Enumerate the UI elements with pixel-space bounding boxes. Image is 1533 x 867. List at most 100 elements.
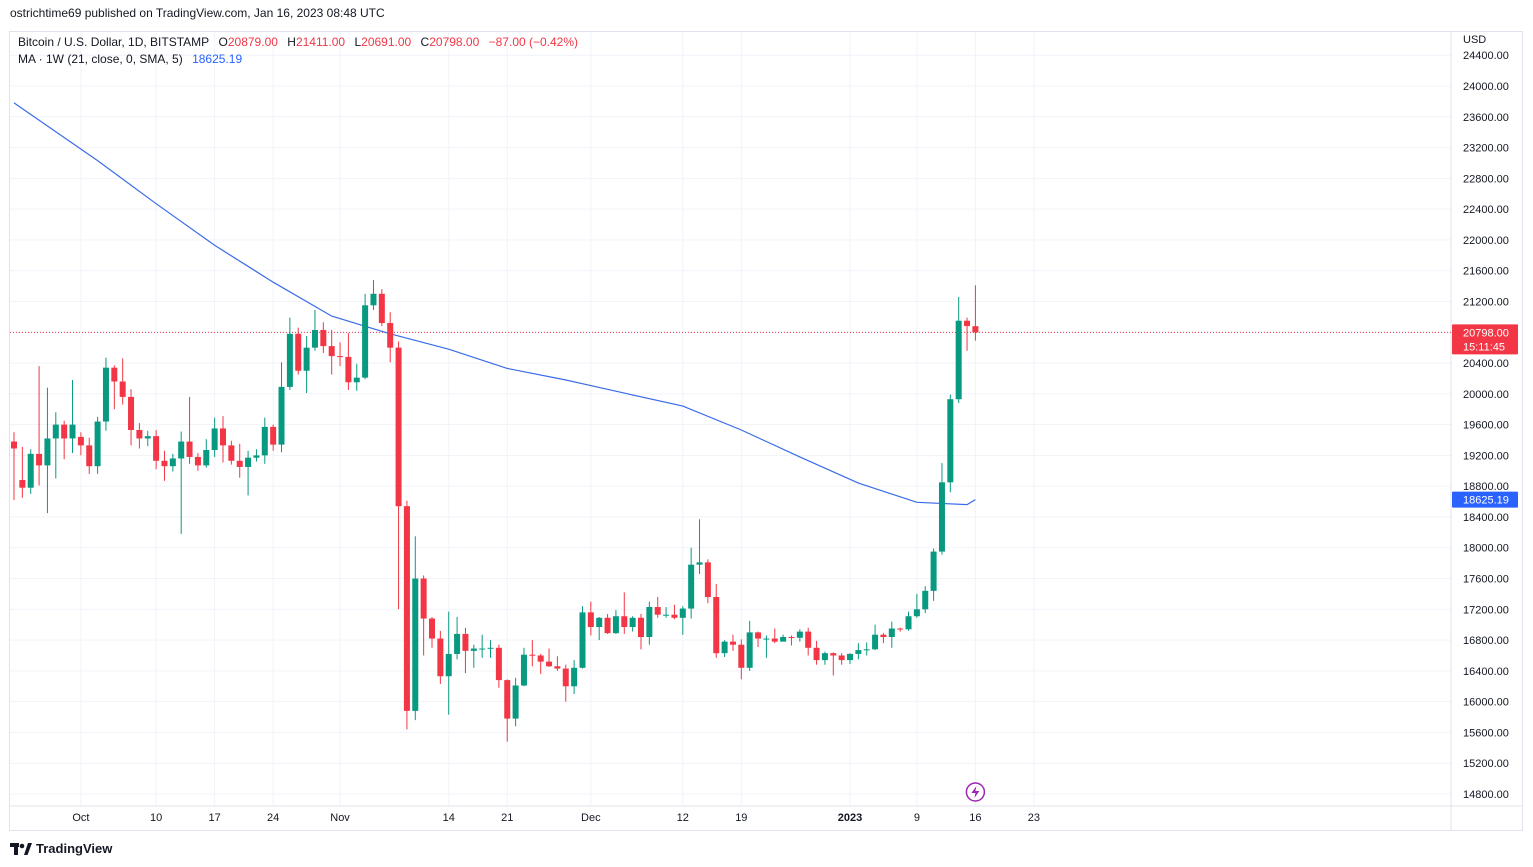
candle-body <box>52 424 59 439</box>
candle-body <box>554 666 561 669</box>
x-tick-label: 21 <box>501 812 513 824</box>
candle-body <box>855 650 862 654</box>
y-tick-label: 16000.00 <box>1463 697 1509 709</box>
candle-body <box>44 438 51 466</box>
candle-body <box>738 644 745 668</box>
tradingview-brand[interactable]: TradingView <box>10 841 112 856</box>
x-tick-label: 16 <box>969 812 981 824</box>
candle-body <box>838 655 845 661</box>
candle-body <box>128 396 135 430</box>
x-tick-label: Dec <box>581 812 601 824</box>
ma-price-badge: 18625.19 <box>1452 491 1518 508</box>
y-tick-label: 16800.00 <box>1463 635 1509 647</box>
candle-body <box>77 436 84 446</box>
published-caption: ostrichtime69 published on TradingView.c… <box>10 6 385 20</box>
currency-label: USD <box>1463 34 1487 46</box>
close-label: C <box>420 35 430 49</box>
candle-body <box>470 648 477 651</box>
candle-body <box>261 426 268 456</box>
candle-body <box>345 356 352 383</box>
candle-body <box>320 329 327 347</box>
candle-body <box>236 460 243 467</box>
y-tick-label: 21600.00 <box>1463 266 1509 278</box>
candle-body <box>830 653 837 656</box>
candle-body <box>211 428 218 451</box>
candle-body <box>86 445 93 467</box>
candle-body <box>412 578 419 711</box>
candle-body <box>537 655 544 662</box>
y-tick-label: 16400.00 <box>1463 666 1509 678</box>
ma-value: 18625.19 <box>192 52 243 66</box>
candle-body <box>604 617 611 634</box>
open-value: 20879.00 <box>227 35 278 49</box>
candle-body <box>905 616 912 630</box>
candle-body <box>512 685 519 719</box>
candle-body <box>796 631 803 638</box>
candle-body <box>704 562 711 597</box>
candle-body <box>788 637 795 639</box>
tradingview-logo-icon <box>10 842 32 855</box>
candle-body <box>186 441 193 457</box>
candle-body <box>19 480 26 488</box>
candle-body <box>437 638 444 677</box>
ma-title[interactable]: MA · 1W (21, close, 0, SMA, 5) <box>18 52 183 66</box>
ohlc-legend: Bitcoin / U.S. Dollar, 1D, BITSTAMP O208… <box>18 35 578 49</box>
candle-body <box>771 638 778 642</box>
candle-body <box>930 551 937 591</box>
candle-body <box>872 634 879 650</box>
candle-body <box>813 647 820 661</box>
y-tick-label: 20400.00 <box>1463 358 1509 370</box>
change-value: −87.00 (−0.42%) <box>488 35 579 49</box>
candle-body <box>11 441 17 449</box>
candle-body <box>102 367 109 422</box>
candle-body <box>94 421 101 467</box>
x-tick-label: 14 <box>443 812 455 824</box>
candle-body <box>504 680 511 719</box>
candle-body <box>612 616 619 634</box>
x-tick-label: Nov <box>330 812 350 824</box>
lightning-icon[interactable] <box>965 782 986 802</box>
candle-body <box>395 347 402 507</box>
y-tick-label: 21200.00 <box>1463 296 1509 308</box>
candle-body <box>370 293 377 306</box>
y-tick-label: 18800.00 <box>1463 481 1509 493</box>
y-tick-label: 14800.00 <box>1463 789 1509 801</box>
y-tick-label: 17200.00 <box>1463 604 1509 616</box>
y-tick-label: 15600.00 <box>1463 727 1509 739</box>
x-tick-label: 10 <box>150 812 162 824</box>
candle-body <box>286 333 293 387</box>
low-label: L <box>354 35 362 49</box>
y-tick-label: 22400.00 <box>1463 204 1509 216</box>
candle-body <box>805 631 812 648</box>
x-tick-label: 12 <box>677 812 689 824</box>
candle-body <box>311 329 318 348</box>
candle-body <box>253 455 260 458</box>
high-label: H <box>287 35 296 49</box>
y-tick-label: 18000.00 <box>1463 543 1509 555</box>
y-tick-label: 15200.00 <box>1463 758 1509 770</box>
candle-body <box>36 453 43 466</box>
candle-body <box>671 614 678 618</box>
y-tick-label: 24400.00 <box>1463 50 1509 62</box>
candle-body <box>462 633 469 651</box>
x-tick-label: Oct <box>72 812 89 824</box>
candle-body <box>663 614 670 616</box>
candle-body <box>529 654 536 656</box>
chart-frame <box>9 31 1523 831</box>
y-tick-label: 22800.00 <box>1463 173 1509 185</box>
low-value: 20691.00 <box>361 35 412 49</box>
candle-body <box>679 608 686 618</box>
candle-body <box>955 320 962 400</box>
plot-area <box>10 102 1451 742</box>
candle-body <box>922 590 929 610</box>
candle-body <box>546 661 553 667</box>
candle-body <box>303 347 310 371</box>
candle-body <box>153 436 160 461</box>
candle-body <box>638 617 644 638</box>
candle-body <box>495 647 502 681</box>
candle-body <box>454 633 461 654</box>
candle-body <box>562 668 569 687</box>
candle-body <box>487 647 494 649</box>
symbol-title[interactable]: Bitcoin / U.S. Dollar, 1D, BITSTAMP <box>18 35 210 49</box>
